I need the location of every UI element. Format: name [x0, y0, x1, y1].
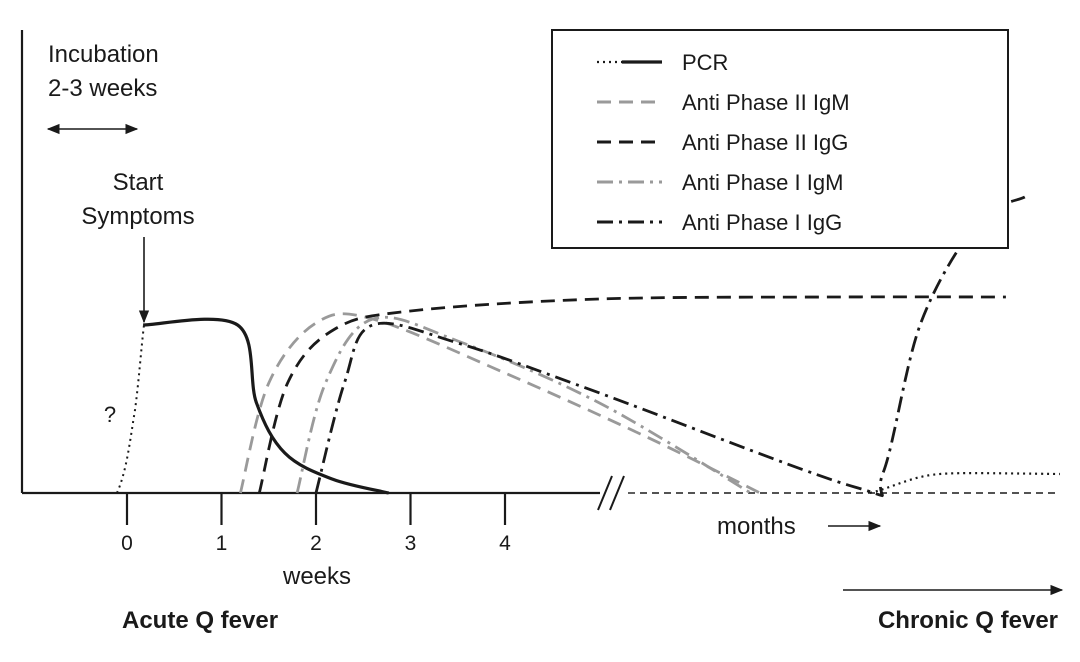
axes — [20, 30, 1060, 525]
legend-label: Anti Phase I IgG — [682, 210, 842, 235]
incubation-duration-label: 2-3 weeks — [48, 75, 157, 102]
symptoms-label: Symptoms — [81, 203, 194, 230]
series-anti-phase-i-igm — [295, 315, 752, 495]
x-tick-label: 2 — [310, 532, 322, 555]
x-tick-label: 3 — [405, 532, 417, 555]
series-anti-phase-i-igg — [314, 195, 1026, 497]
legend-label: PCR — [682, 50, 728, 75]
axis-break-mark — [609, 475, 625, 511]
start-label: Start — [113, 169, 164, 196]
series-pcr — [143, 317, 390, 495]
x-tick-label: 0 — [121, 532, 133, 555]
annotations: 0 1 2 3 4 Incubation 2-3 weeks Start Symptoms? we… — [46, 41, 1064, 634]
legend-box — [551, 29, 1009, 249]
x-tick-label: 4 — [499, 532, 511, 555]
chronic-stage-label: Chronic Q fever — [878, 607, 1058, 634]
series-layer — [116, 195, 1061, 497]
legend: PCR Anti Phase II IgM Anti Phase II IgG Ant… — [551, 29, 1009, 249]
incubation-label: Incubation — [48, 41, 159, 68]
x-tick-label: 1 — [216, 532, 228, 555]
legend-label: Anti Phase II IgM — [682, 90, 850, 115]
legend-label: Anti Phase II IgG — [682, 130, 848, 155]
series-anti-phase-ii-igm — [239, 312, 761, 495]
x-axis-label: weeks — [282, 563, 351, 590]
series-pcr-dotted — [116, 324, 145, 494]
months-label: months — [717, 513, 796, 540]
series-anti-phase-ii-igg — [257, 295, 1006, 494]
axis-break-mark — [597, 475, 613, 511]
unknown-onset-mark: ? — [104, 402, 116, 427]
legend-label: Anti Phase I IgM — [682, 170, 843, 195]
series-pcr-chronic — [869, 472, 1061, 495]
acute-stage-label: Acute Q fever — [122, 607, 278, 634]
